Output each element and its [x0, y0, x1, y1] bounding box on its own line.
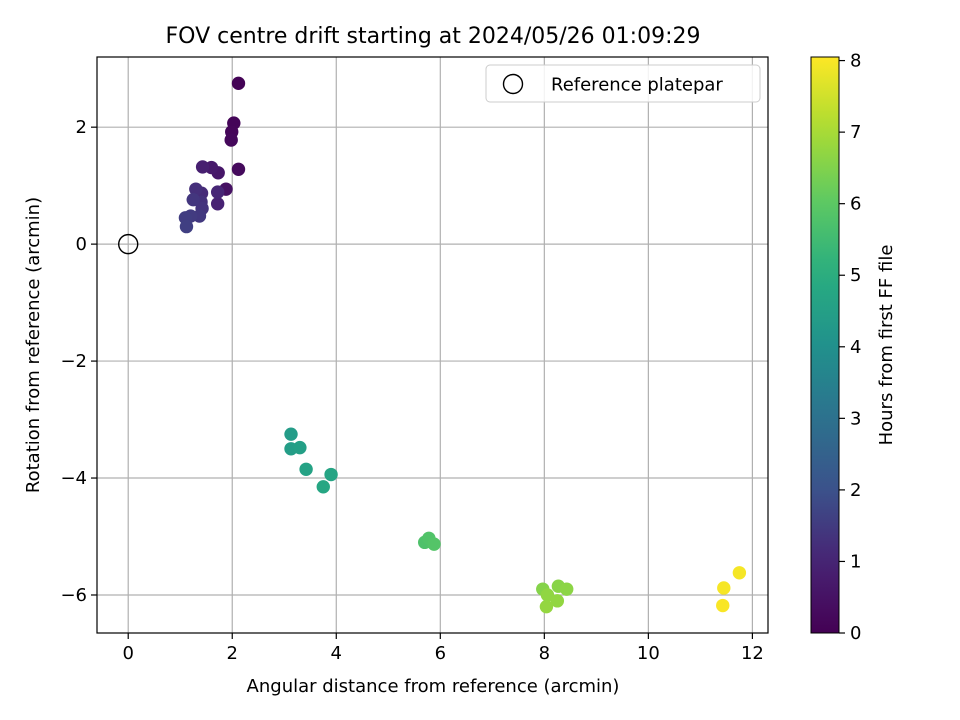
data-point	[231, 76, 246, 91]
data-point	[284, 427, 298, 441]
colorbar: 0 1 2 3 4 5 6 7 8 Hours from first FF file	[810, 51, 897, 644]
data-point	[717, 581, 731, 595]
x-tick-label: 10	[637, 643, 660, 664]
data-point	[427, 537, 441, 551]
colorbar-tick-label: 0	[850, 623, 861, 644]
colorbar-tick-label: 4	[850, 337, 861, 358]
chart-title: FOV centre drift starting at 2024/05/26 …	[166, 24, 701, 49]
legend-box	[485, 64, 761, 103]
data-point	[324, 467, 338, 482]
colorbar-gradient	[810, 56, 840, 634]
y-tick-label: 2	[76, 117, 87, 138]
x-tick-label: 6	[435, 643, 446, 664]
colorbar-tick-label: 8	[850, 51, 861, 72]
data-point	[550, 594, 565, 608]
axis-ticks: 0 2 4 6 8 10 12 −6 −4 −2 0 2	[60, 117, 763, 664]
x-axis-label: Angular distance from reference (arcmin)	[247, 676, 620, 697]
x-tick-label: 0	[122, 643, 133, 664]
y-tick-label: −4	[60, 468, 87, 489]
data-point	[540, 588, 555, 602]
data-point	[560, 582, 574, 596]
data-point	[210, 197, 225, 211]
data-point	[293, 440, 307, 455]
colorbar-tick-label: 5	[850, 265, 861, 286]
plot-area: 0 2 4 6 8 10 12 −6 −4 −2 0 2	[60, 56, 769, 664]
colorbar-ticks: 0 1 2 3 4 5 6 7 8	[839, 51, 861, 644]
colorbar-tick-label: 3	[850, 408, 861, 429]
data-point	[231, 162, 246, 176]
grid-lines	[97, 57, 768, 633]
colorbar-tick-label: 7	[850, 122, 861, 143]
legend: Reference platepar	[485, 64, 761, 103]
x-tick-label: 4	[331, 643, 342, 664]
x-tick-label: 12	[741, 643, 764, 664]
colorbar-tick-label: 2	[850, 480, 861, 501]
reference-platepar-marker	[118, 233, 139, 255]
legend-marker-reference	[502, 73, 524, 95]
y-tick-label: 0	[76, 234, 87, 255]
legend-label-reference: Reference platepar	[551, 75, 723, 96]
colorbar-label: Hours from first FF file	[876, 245, 897, 446]
colorbar-tick-label: 6	[850, 194, 861, 215]
y-tick-label: −2	[60, 351, 87, 372]
data-point	[179, 219, 194, 234]
data-point	[732, 566, 747, 580]
data-point	[210, 185, 225, 199]
x-tick-label: 2	[227, 643, 238, 664]
colorbar-tick-label: 1	[850, 551, 861, 572]
axes-frame	[96, 56, 769, 634]
data-point	[224, 133, 238, 147]
x-tick-label: 8	[539, 643, 550, 664]
data-point	[539, 599, 554, 614]
reference-marker-layer	[118, 233, 139, 255]
y-axis-label: Rotation from reference (arcmin)	[23, 197, 44, 493]
data-point	[186, 192, 200, 207]
y-tick-label: −6	[60, 585, 87, 606]
data-point	[316, 480, 330, 494]
data-point	[716, 598, 730, 613]
data-point	[299, 462, 313, 476]
scatter-points	[178, 76, 747, 614]
data-point	[189, 182, 203, 196]
data-point	[195, 160, 210, 174]
